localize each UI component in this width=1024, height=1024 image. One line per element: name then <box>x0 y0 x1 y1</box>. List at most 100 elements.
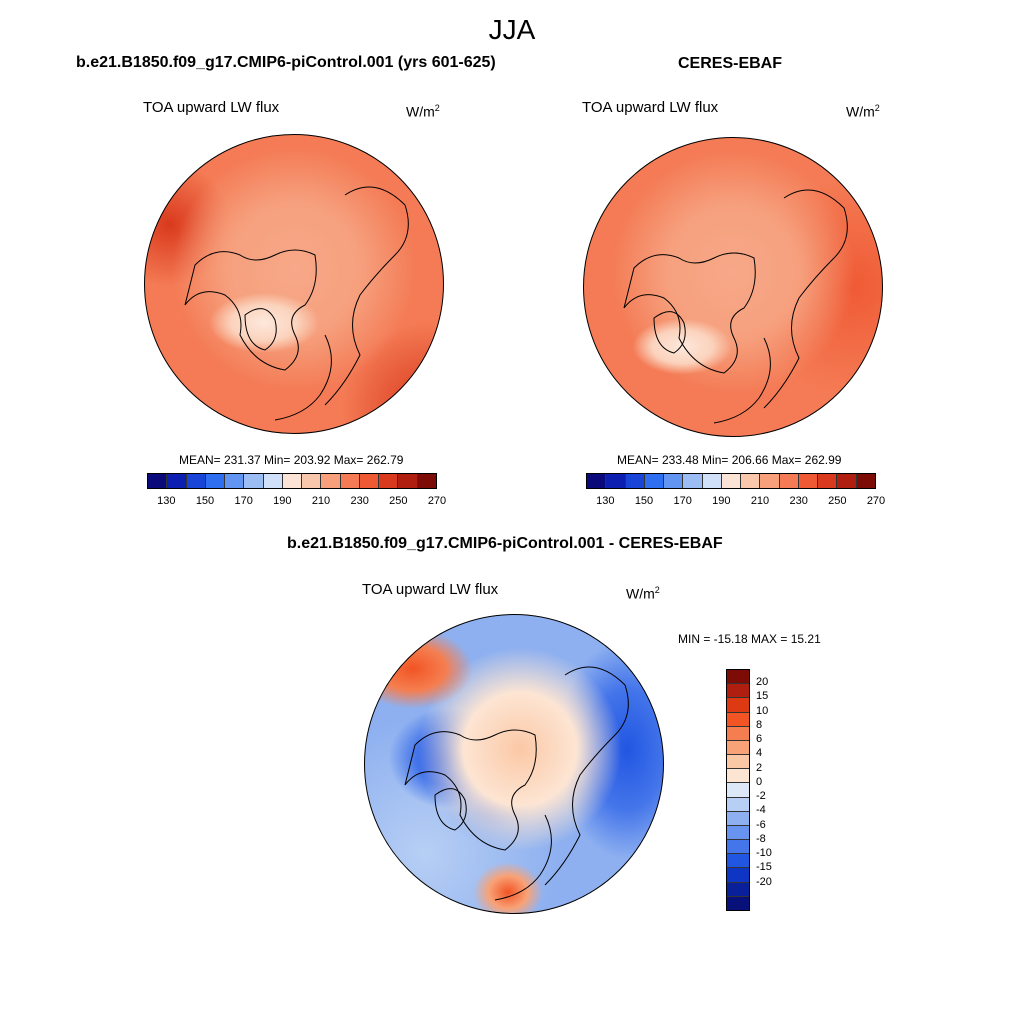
colorbar-tick-label: 230 <box>350 495 369 507</box>
obs-variable-label: TOA upward LW flux <box>582 99 719 116</box>
model-panel-title: b.e21.B1850.f09_g17.CMIP6-piControl.001 … <box>76 54 496 71</box>
colorbar-swatch <box>727 740 749 756</box>
colorbar-tick-label: 6 <box>756 733 763 746</box>
colorbar-tick-label: 170 <box>234 495 253 507</box>
colorbar-swatch <box>244 474 264 488</box>
colorbar-swatch <box>727 797 749 812</box>
colorbar-swatch <box>721 474 742 488</box>
colorbar-swatch <box>205 474 226 488</box>
diff-unit-label: W/m2 <box>626 585 660 602</box>
colorbar-swatch <box>644 474 665 488</box>
colorbar-swatch <box>727 854 749 869</box>
colorbar-swatch <box>606 474 626 488</box>
model-polar-map <box>144 134 444 434</box>
colorbar-swatch <box>148 474 168 488</box>
colorbar-swatch <box>302 474 322 488</box>
colorbar-tick-label: 250 <box>828 495 847 507</box>
colorbar-swatch <box>727 811 749 826</box>
colorbar-tick-label: 270 <box>427 495 447 507</box>
model-unit-label: W/m2 <box>406 103 440 120</box>
colorbar-swatch <box>727 769 749 784</box>
colorbar-tick-label: 130 <box>157 495 176 507</box>
colorbar-swatch <box>741 474 761 488</box>
diff-panel-title: b.e21.B1850.f09_g17.CMIP6-piControl.001 … <box>287 535 723 552</box>
model-colorbar-labels: 130 150 170 190 210 230 250 270 <box>147 495 446 509</box>
colorbar-swatch <box>340 474 360 488</box>
colorbar-tick-label: 0 <box>756 775 763 788</box>
colorbar-swatch <box>282 474 303 488</box>
colorbar-tick-label: 130 <box>596 495 615 507</box>
colorbar-swatch <box>664 474 684 488</box>
colorbar-swatch <box>625 474 645 488</box>
diff-variable-label: TOA upward LW flux <box>362 581 499 598</box>
colorbar-swatch <box>727 755 749 770</box>
model-colorbar <box>147 473 437 489</box>
colorbar-tick-label: 150 <box>195 495 215 507</box>
colorbar-swatch <box>398 474 418 488</box>
obs-stats: MEAN= 233.48 Min= 206.66 Max= 262.99 <box>617 453 842 467</box>
diff-colorbar-labels: 20 15 10 8 6 4 2 0 -2 -4 -6 -8 -10 -15 -20 <box>756 669 796 911</box>
colorbar-swatch <box>727 840 749 855</box>
diff-coastlines <box>404 666 629 901</box>
diff-stats: MIN = -15.18 MAX = 15.21 <box>678 632 821 646</box>
colorbar-tick-label: 210 <box>750 495 770 507</box>
colorbar-tick-label: 190 <box>712 495 731 507</box>
obs-colorbar <box>586 473 876 489</box>
model-coastlines <box>184 186 409 421</box>
colorbar-swatch <box>225 474 245 488</box>
colorbar-tick-label: -10 <box>756 847 772 860</box>
obs-unit-label: W/m2 <box>846 103 880 120</box>
colorbar-swatch <box>186 474 206 488</box>
diff-polar-map <box>364 614 664 914</box>
colorbar-swatch <box>727 726 749 741</box>
colorbar-swatch <box>167 474 187 488</box>
colorbar-tick-label: 8 <box>756 718 763 731</box>
colorbar-swatch <box>683 474 703 488</box>
colorbar-swatch <box>417 474 436 488</box>
colorbar-tick-label: 250 <box>389 495 408 507</box>
colorbar-tick-label: 15 <box>756 690 769 703</box>
colorbar-swatch <box>587 474 607 488</box>
colorbar-tick-label: 150 <box>634 495 654 507</box>
colorbar-swatch <box>856 474 875 488</box>
colorbar-swatch <box>727 698 749 713</box>
colorbar-swatch <box>702 474 722 488</box>
diff-colorbar <box>726 669 750 911</box>
obs-panel-title: CERES-EBAF <box>678 55 783 72</box>
colorbar-swatch <box>379 474 399 488</box>
colorbar-tick-label: -8 <box>756 832 766 845</box>
colorbar-tick-label: 270 <box>866 495 886 507</box>
colorbar-tick-label: -4 <box>756 804 766 817</box>
colorbar-swatch <box>727 684 749 699</box>
colorbar-tick-label: -2 <box>756 790 766 803</box>
colorbar-swatch <box>727 868 749 883</box>
colorbar-swatch <box>359 474 380 488</box>
colorbar-tick-label: 10 <box>756 704 769 717</box>
colorbar-tick-label: -20 <box>756 875 772 888</box>
colorbar-swatch <box>321 474 341 488</box>
colorbar-swatch <box>818 474 838 488</box>
obs-polar-map <box>583 137 883 437</box>
model-stats: MEAN= 231.37 Min= 203.92 Max= 262.79 <box>179 453 404 467</box>
obs-coastlines <box>623 189 848 424</box>
colorbar-tick-label: 190 <box>273 495 292 507</box>
colorbar-swatch <box>779 474 799 488</box>
colorbar-swatch <box>727 712 749 727</box>
colorbar-swatch <box>727 825 749 841</box>
colorbar-tick-label: 4 <box>756 747 763 760</box>
colorbar-tick-label: -15 <box>756 861 772 874</box>
colorbar-swatch <box>760 474 780 488</box>
colorbar-tick-label: 210 <box>311 495 331 507</box>
colorbar-swatch <box>727 896 749 910</box>
colorbar-swatch <box>727 882 749 897</box>
model-variable-label: TOA upward LW flux <box>143 99 280 116</box>
season-title: JJA <box>488 14 536 45</box>
colorbar-swatch <box>837 474 857 488</box>
colorbar-tick-label: 230 <box>789 495 808 507</box>
colorbar-tick-label: 2 <box>756 761 763 774</box>
colorbar-swatch <box>727 783 749 798</box>
colorbar-swatch <box>263 474 283 488</box>
colorbar-swatch <box>727 670 749 685</box>
colorbar-swatch <box>798 474 819 488</box>
colorbar-tick-label: 20 <box>756 676 769 689</box>
